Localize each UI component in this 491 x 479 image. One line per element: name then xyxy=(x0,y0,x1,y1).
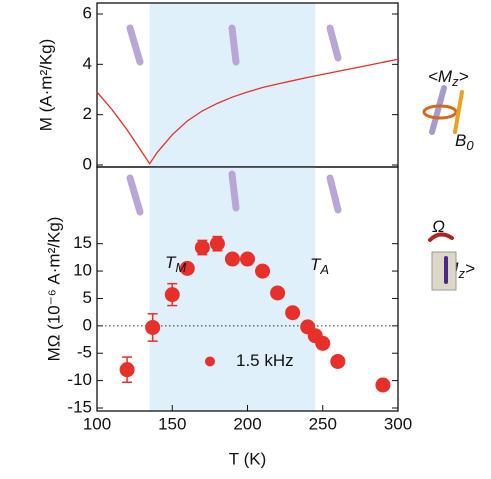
annotation-text: <M xyxy=(428,67,453,86)
data-point xyxy=(224,251,240,267)
spin-icon xyxy=(126,24,144,66)
data-point xyxy=(179,260,195,276)
y-tick-label: 5 xyxy=(83,288,92,307)
data-point xyxy=(119,362,135,378)
spin-icon xyxy=(126,174,144,216)
field-coil-icon xyxy=(422,104,458,120)
y-tick-label: -10 xyxy=(67,370,92,389)
rotation-icon xyxy=(428,232,454,242)
data-point xyxy=(375,377,391,393)
y-axis-label: MΩ (10⁻⁶ A·m²/Kg) xyxy=(44,217,63,362)
annotation-text: T xyxy=(165,253,177,272)
spin-icon xyxy=(228,24,240,66)
y-tick-label: 0 xyxy=(83,315,92,334)
data-point xyxy=(285,305,301,321)
y-tick-label: 15 xyxy=(73,233,92,252)
data-point xyxy=(240,251,255,267)
data-point xyxy=(330,353,346,369)
x-axis-label: T (K) xyxy=(229,449,266,468)
annotation-subscript: z xyxy=(451,74,459,89)
moment-icon xyxy=(429,85,447,135)
legend-marker xyxy=(205,356,215,367)
data-point xyxy=(315,335,331,351)
y-tick-label: 2 xyxy=(83,104,92,123)
annotation-subscript: A xyxy=(319,262,329,277)
data-point xyxy=(194,240,210,256)
x-tick-label: 250 xyxy=(309,414,337,433)
annotation: Ω xyxy=(432,217,445,236)
y-tick-label: -15 xyxy=(67,397,92,416)
annotation: <Mz> xyxy=(428,67,469,89)
annotation-suffix: > xyxy=(459,67,469,86)
annotation-suffix: > xyxy=(465,259,475,278)
annotation: TA xyxy=(310,255,329,277)
annotation: B0 xyxy=(455,131,474,153)
field-arrow-icon xyxy=(453,90,464,134)
x-tick-label: 300 xyxy=(384,414,412,433)
y-tick-label: 6 xyxy=(83,3,92,22)
y-tick-label: -5 xyxy=(77,343,92,362)
annotation-text: T xyxy=(310,255,322,274)
annotation-text: Ω xyxy=(432,217,445,236)
y-tick-label: 0 xyxy=(83,154,92,173)
x-tick-label: 100 xyxy=(83,414,111,433)
x-tick-label: 150 xyxy=(158,414,186,433)
annotation-subscript: M xyxy=(175,260,186,275)
annotation-text: B xyxy=(455,131,466,150)
data-point xyxy=(164,287,180,303)
icons xyxy=(126,24,464,291)
y-tick-label: 4 xyxy=(83,54,92,73)
data-point xyxy=(255,263,271,279)
annotation: TM xyxy=(165,253,186,275)
spin-icon xyxy=(326,174,342,214)
y-axis-label: M (A·m²/Kg) xyxy=(36,39,55,132)
data-point xyxy=(270,285,286,301)
annotation-subscript: 0 xyxy=(466,138,474,153)
annotation-subscript: z xyxy=(457,266,465,281)
spin-icon xyxy=(228,170,240,212)
data-line xyxy=(96,58,399,165)
spin-icon xyxy=(326,24,342,62)
x-tick-label: 200 xyxy=(233,414,261,433)
data-point xyxy=(145,319,161,335)
legend-label: 1.5 kHz xyxy=(236,351,294,370)
data-point xyxy=(209,236,225,252)
y-tick-label: 10 xyxy=(73,261,92,280)
